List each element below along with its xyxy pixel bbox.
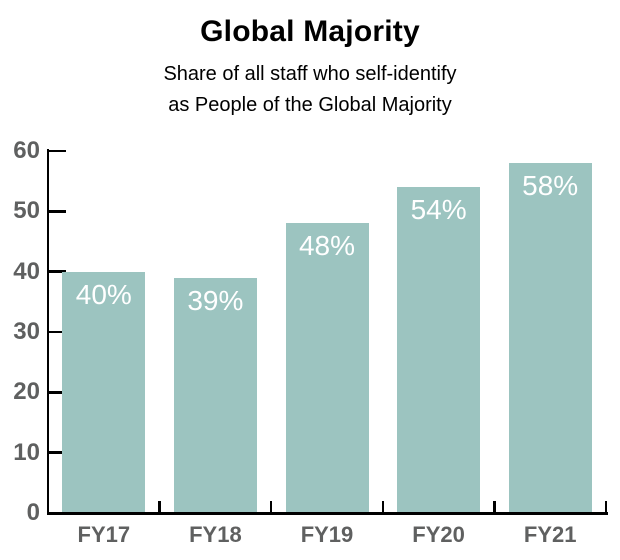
bar-FY19 (285, 223, 369, 512)
y-axis-tick (46, 210, 66, 213)
x-axis-tick (604, 501, 608, 512)
bar-value-label: 58% (522, 170, 579, 202)
bar-value-label: 40% (75, 278, 132, 310)
x-tick-label: FY21 (523, 522, 577, 547)
x-axis-tick (158, 501, 161, 512)
y-axis-tick (46, 330, 66, 334)
chart-title: Global Majority (200, 15, 420, 48)
y-axis-tick (46, 270, 66, 273)
y-axis-tick (46, 511, 66, 515)
y-axis-tick (46, 451, 66, 454)
x-tick-label: FY20 (412, 522, 465, 547)
bar-value-label: 39% (187, 284, 244, 316)
y-tick-label: 30 (13, 318, 40, 345)
bar-FY18 (173, 277, 257, 512)
bar-FY17 (62, 271, 146, 512)
x-axis-tick (381, 501, 385, 512)
chart-subtitle-line-1: Share of all staff who self-identify (163, 63, 457, 85)
y-tick-label: 50 (13, 197, 40, 225)
bar-value-label: 48% (298, 230, 356, 262)
x-axis-line (46, 511, 608, 515)
y-tick-label: 10 (13, 438, 40, 466)
bar-FY20 (397, 187, 481, 512)
chart-subtitle-line-2: as People of the Global Majority (168, 94, 452, 116)
x-axis-tick (493, 501, 496, 512)
y-tick-label: 0 (26, 499, 40, 526)
bar-FY21 (508, 163, 592, 512)
x-axis-tick (269, 501, 273, 512)
x-tick-label: FY18 (189, 522, 242, 547)
y-tick-label: 40 (13, 257, 40, 285)
x-tick-label: FY19 (300, 522, 354, 547)
y-tick-label: 60 (13, 137, 40, 164)
y-axis-tick (46, 149, 66, 153)
bar-value-label: 54% (410, 194, 467, 226)
y-axis-tick (46, 391, 66, 394)
x-tick-label: FY17 (77, 522, 131, 547)
y-tick-label: 20 (13, 378, 40, 406)
